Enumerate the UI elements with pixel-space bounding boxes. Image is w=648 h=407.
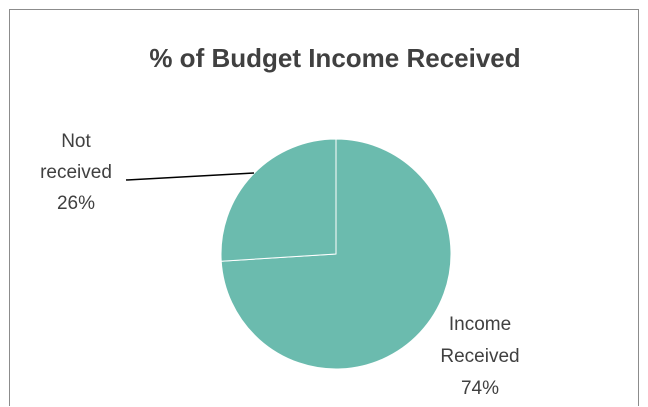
slice-percent-label: 74% (461, 378, 499, 399)
pie-chart: % of Budget Income Received Not received… (40, 43, 521, 399)
chart-title: % of Budget Income Received (149, 43, 520, 73)
slice-percent-label: 26% (57, 193, 95, 214)
slice-label-line-2: received (40, 162, 112, 183)
slice-label-line-1: Income (449, 314, 511, 335)
slice-label-line-2: Received (440, 346, 519, 367)
pie-slice-not-received (220, 138, 337, 262)
leader-line-not-received (125, 172, 255, 181)
slice-label-not-received: Not received 26% (40, 131, 112, 214)
pie-slices (220, 138, 452, 370)
chart-area: % of Budget Income Received Not received… (9, 9, 639, 406)
slice-label-line-1: Not (61, 131, 91, 152)
slice-label-income-received: Income Received 74% (440, 314, 519, 399)
